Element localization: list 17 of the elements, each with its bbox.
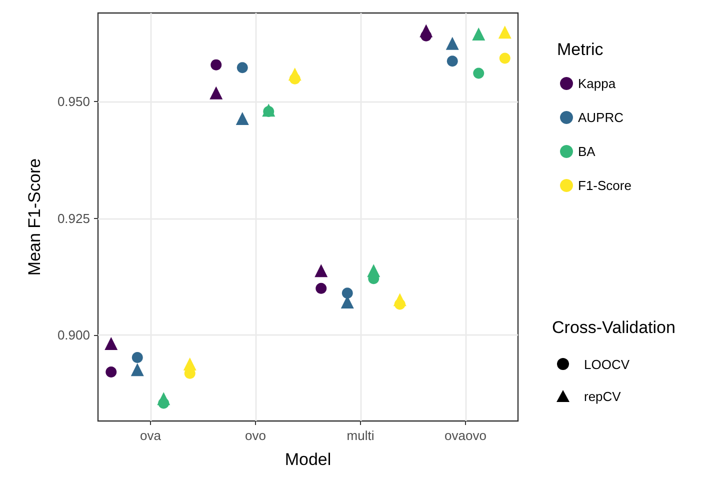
x-tick-label: ova: [140, 428, 162, 443]
x-tick-label: multi: [346, 428, 374, 443]
legend-title: Metric: [557, 40, 604, 59]
text: Cross-Validation: [552, 318, 676, 338]
legend-label: Kappa: [578, 76, 616, 91]
y-tick-label: 0.950: [57, 94, 90, 110]
y-tick-label: 0.900: [57, 328, 90, 343]
text: LOOCV: [584, 356, 630, 372]
legend-label: BA: [578, 144, 596, 159]
y-tick-label: 0.925: [57, 210, 90, 226]
x-tick-label: ovaovo: [444, 428, 486, 443]
y-axis-title: Mean F1-Score: [25, 158, 44, 276]
legend-label: AUPRC: [578, 110, 624, 125]
text: repCV: [584, 388, 621, 404]
x-tick-label: ovo: [245, 428, 266, 443]
x-axis-title: Model: [284, 450, 332, 469]
legend-label: F1-Score: [578, 178, 632, 193]
